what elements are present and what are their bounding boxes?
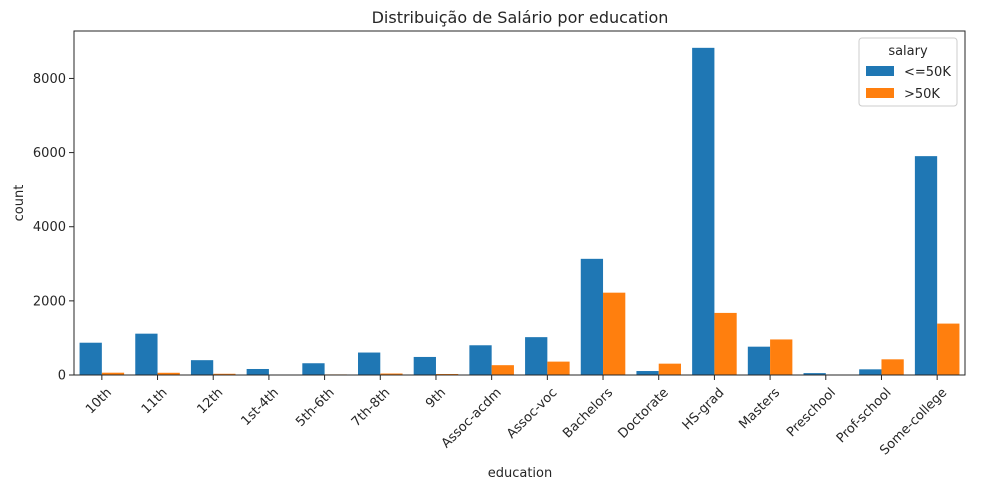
x-tick-label-7th-8th: 7th-8th [349,385,393,429]
bar-prof-school-le50k [859,369,882,375]
legend-swatch-gt50k [866,88,894,98]
bar-10th-gt50k [101,372,125,375]
bar-doctorate-gt50k [658,363,681,375]
x-tick-label-prof-school: Prof-school [834,385,895,446]
x-tick-label-assoc-voc: Assoc-voc [504,385,560,441]
bar-prof-school-gt50k [881,359,904,375]
bar-bachelors-le50k [580,258,604,375]
x-tick-label-preschool: Preschool [784,385,839,440]
bar-doctorate-le50k [636,371,659,375]
y-tick-label: 0 [58,369,66,384]
bar-7th-8th-gt50k [380,373,403,375]
y-tick-label: 2000 [33,294,66,309]
bar-7th-8th-le50k [358,352,381,375]
x-axis: 10th 11th 12th 1st-4th 5th-6th 7th-8th 9thAsso… [83,375,950,458]
bar-12th-gt50k [213,373,236,375]
legend-swatch-le50k [866,66,894,76]
y-tick-label: 8000 [33,72,66,87]
bar-12th-le50k [190,360,214,375]
bar-hs-grad-gt50k [714,312,737,375]
y-tick-label: 4000 [33,220,66,235]
bar-some-college-le50k [914,156,938,375]
bar-hs-grad-le50k [692,47,715,375]
y-axis-label: count [12,185,27,222]
x-axis-label: education [488,466,553,481]
legend-label-le50k: <=50K [904,65,951,80]
legend-label-gt50k: >50K [904,87,940,102]
bar-some-college-gt50k [937,323,960,375]
bar-assoc-acdm-le50k [469,345,492,375]
x-tick-label-masters: Masters [736,385,783,432]
y-axis: 0 2000 4000 6000 8000 [33,72,74,384]
plot-frame [73,30,966,376]
plot-area [79,47,960,375]
bar-preschool-le50k [803,373,826,375]
x-tick-label-hs-grad: HS-grad [680,385,728,433]
chart-title: Distribuição de Salário por education [372,8,669,27]
bar-9th-le50k [413,356,436,375]
x-tick-label-10th: 10th [83,385,115,417]
bar-10th-le50k [79,342,102,375]
legend-title: salary [888,44,928,59]
bar-5th-6th-le50k [302,363,325,375]
x-tick-label-9th: 9th [423,385,449,411]
y-tick-label: 6000 [33,146,66,161]
bar-1st-4th-le50k [246,368,269,375]
bar-assoc-voc-le50k [525,337,548,375]
legend: salary <=50K >50K [858,37,958,107]
bar-assoc-voc-gt50k [547,361,570,375]
bar-11th-le50k [135,333,158,375]
x-tick-label-bachelors: Bachelors [560,385,616,441]
x-tick-label-5th-6th: 5th-6th [293,385,337,429]
bar-masters-gt50k [770,339,793,375]
x-tick-label-doctorate: Doctorate [615,385,671,441]
bar-bachelors-gt50k [603,292,626,375]
bar-assoc-acdm-gt50k [491,365,514,375]
x-tick-label-12th: 12th [195,385,227,417]
bar-masters-le50k [747,346,771,375]
x-tick-label-assoc-acdm: Assoc-acdm [439,385,505,451]
bar-11th-gt50k [157,372,180,375]
x-tick-label-1st-4th: 1st-4th [239,385,282,428]
x-tick-label-11th: 11th [139,385,171,417]
